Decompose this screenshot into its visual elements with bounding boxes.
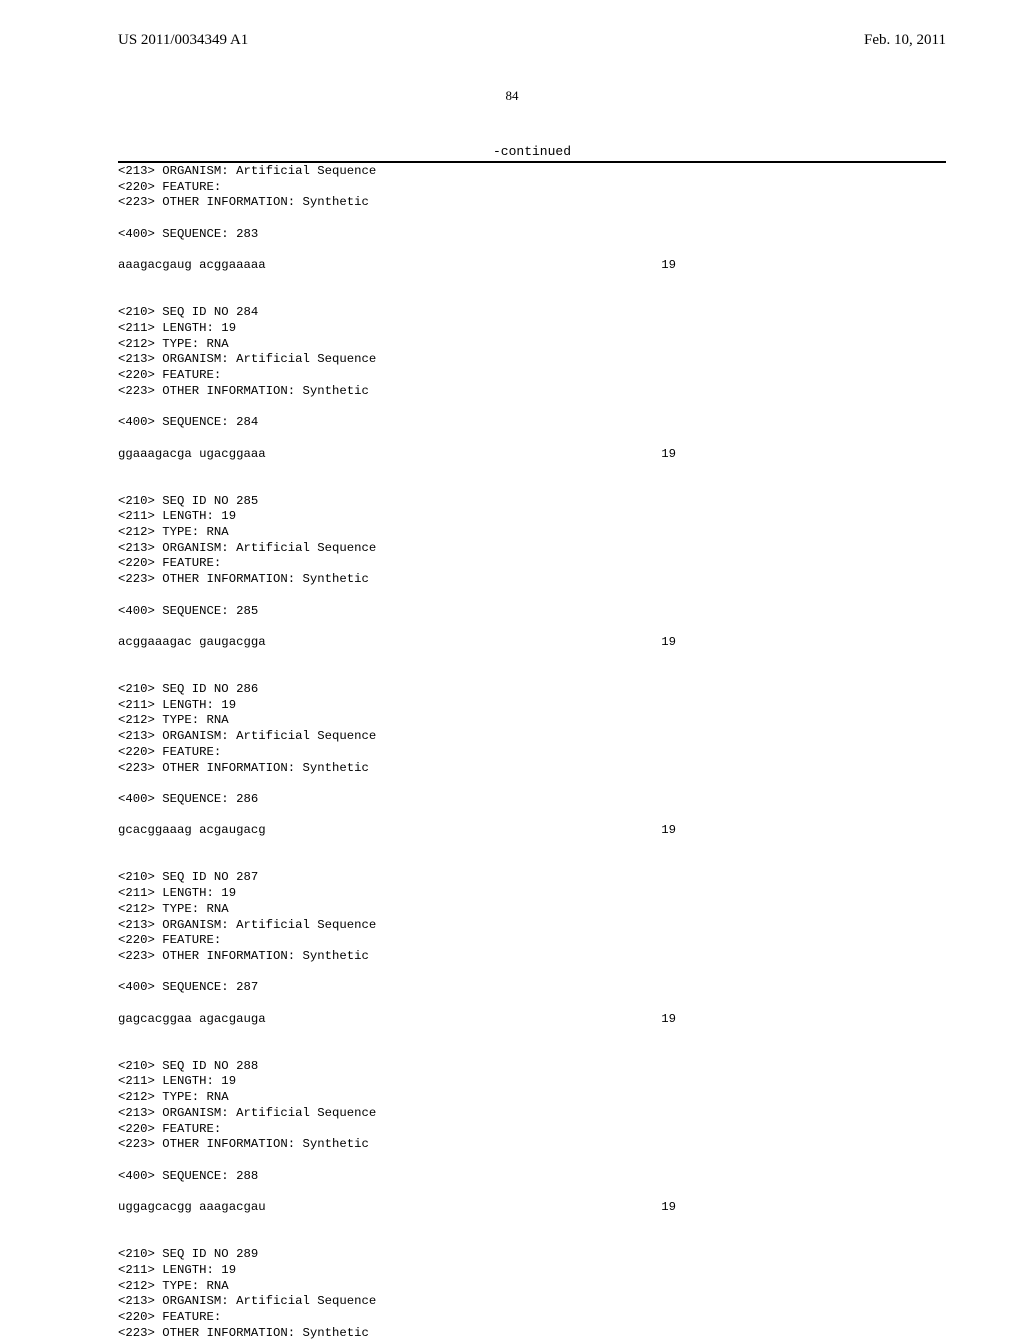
- listing-line: <220> FEATURE:: [118, 368, 946, 384]
- listing-line: <212> TYPE: RNA: [118, 1279, 946, 1295]
- blank-line: [118, 996, 946, 1012]
- blank-line: [118, 651, 946, 667]
- horizontal-rule: [118, 161, 946, 163]
- sequence-line: aaagacgaug acggaaaaa 19: [118, 258, 946, 274]
- sequence-length: 19: [661, 1012, 676, 1028]
- blank-line: [118, 776, 946, 792]
- listing-line: <213> ORGANISM: Artificial Sequence: [118, 729, 946, 745]
- sequence-length: 19: [661, 258, 676, 274]
- listing-line: <211> LENGTH: 19: [118, 698, 946, 714]
- listing-line: <213> ORGANISM: Artificial Sequence: [118, 1294, 946, 1310]
- listing-line: <213> ORGANISM: Artificial Sequence: [118, 164, 946, 180]
- sequence-text: gcacggaaag acgaugacg: [118, 823, 266, 839]
- page-header: US 2011/0034349 A1 Feb. 10, 2011: [0, 32, 1024, 49]
- listing-line: <223> OTHER INFORMATION: Synthetic: [118, 949, 946, 965]
- sequence-length: 19: [661, 447, 676, 463]
- publication-date: Feb. 10, 2011: [864, 32, 946, 49]
- blank-line: [118, 839, 946, 855]
- sequence-text: acggaaagac gaugacgga: [118, 635, 266, 651]
- continued-header: -continued: [118, 144, 946, 163]
- listing-line: <212> TYPE: RNA: [118, 902, 946, 918]
- blank-line: [118, 462, 946, 478]
- continued-label: -continued: [118, 144, 946, 161]
- listing-line: <400> SEQUENCE: 287: [118, 980, 946, 996]
- blank-line: [118, 243, 946, 259]
- sequence-line: ggaaagacga ugacggaaa 19: [118, 447, 946, 463]
- listing-line: <212> TYPE: RNA: [118, 1090, 946, 1106]
- listing-line: <223> OTHER INFORMATION: Synthetic: [118, 384, 946, 400]
- listing-line: <220> FEATURE:: [118, 180, 946, 196]
- listing-line: <400> SEQUENCE: 288: [118, 1169, 946, 1185]
- listing-line: <211> LENGTH: 19: [118, 321, 946, 337]
- sequence-line: acggaaagac gaugacgga 19: [118, 635, 946, 651]
- listing-line: <210> SEQ ID NO 289: [118, 1247, 946, 1263]
- blank-line: [118, 619, 946, 635]
- listing-line: <400> SEQUENCE: 285: [118, 604, 946, 620]
- listing-line: <400> SEQUENCE: 284: [118, 415, 946, 431]
- blank-line: [118, 274, 946, 290]
- listing-line: <212> TYPE: RNA: [118, 713, 946, 729]
- sequence-line: gcacggaaag acgaugacg 19: [118, 823, 946, 839]
- listing-line: <213> ORGANISM: Artificial Sequence: [118, 1106, 946, 1122]
- listing-line: <211> LENGTH: 19: [118, 509, 946, 525]
- listing-line: <223> OTHER INFORMATION: Synthetic: [118, 1326, 946, 1341]
- listing-line: <223> OTHER INFORMATION: Synthetic: [118, 572, 946, 588]
- blank-line: [118, 588, 946, 604]
- blank-line: [118, 855, 946, 871]
- blank-line: [118, 965, 946, 981]
- listing-line: <212> TYPE: RNA: [118, 525, 946, 541]
- blank-line: [118, 211, 946, 227]
- blank-line: [118, 1184, 946, 1200]
- listing-line: <400> SEQUENCE: 283: [118, 227, 946, 243]
- listing-line: <220> FEATURE:: [118, 933, 946, 949]
- listing-line: <400> SEQUENCE: 286: [118, 792, 946, 808]
- listing-line: <213> ORGANISM: Artificial Sequence: [118, 918, 946, 934]
- listing-line: <220> FEATURE:: [118, 1122, 946, 1138]
- sequence-text: aaagacgaug acggaaaaa: [118, 258, 266, 274]
- listing-line: <211> LENGTH: 19: [118, 1074, 946, 1090]
- listing-line: <213> ORGANISM: Artificial Sequence: [118, 541, 946, 557]
- sequence-length: 19: [661, 635, 676, 651]
- listing-line: <223> OTHER INFORMATION: Synthetic: [118, 761, 946, 777]
- sequence-text: uggagcacgg aaagacgau: [118, 1200, 266, 1216]
- blank-line: [118, 1216, 946, 1232]
- listing-line: <210> SEQ ID NO 285: [118, 494, 946, 510]
- blank-line: [118, 808, 946, 824]
- blank-line: [118, 431, 946, 447]
- sequence-listing: <213> ORGANISM: Artificial Sequence<220>…: [118, 164, 946, 1341]
- blank-line: [118, 666, 946, 682]
- page-number: 84: [0, 88, 1024, 104]
- publication-number: US 2011/0034349 A1: [118, 32, 248, 49]
- listing-line: <220> FEATURE:: [118, 1310, 946, 1326]
- listing-line: <223> OTHER INFORMATION: Synthetic: [118, 1137, 946, 1153]
- blank-line: [118, 1231, 946, 1247]
- sequence-length: 19: [661, 1200, 676, 1216]
- blank-line: [118, 1043, 946, 1059]
- listing-line: <220> FEATURE:: [118, 745, 946, 761]
- sequence-length: 19: [661, 823, 676, 839]
- listing-line: <211> LENGTH: 19: [118, 1263, 946, 1279]
- listing-line: <210> SEQ ID NO 288: [118, 1059, 946, 1075]
- listing-line: <213> ORGANISM: Artificial Sequence: [118, 352, 946, 368]
- blank-line: [118, 1027, 946, 1043]
- listing-line: <212> TYPE: RNA: [118, 337, 946, 353]
- listing-line: <211> LENGTH: 19: [118, 886, 946, 902]
- listing-line: <210> SEQ ID NO 287: [118, 870, 946, 886]
- blank-line: [118, 1153, 946, 1169]
- sequence-line: uggagcacgg aaagacgau 19: [118, 1200, 946, 1216]
- blank-line: [118, 399, 946, 415]
- sequence-text: gagcacggaa agacgauga: [118, 1012, 266, 1028]
- sequence-line: gagcacggaa agacgauga 19: [118, 1012, 946, 1028]
- blank-line: [118, 290, 946, 306]
- sequence-text: ggaaagacga ugacggaaa: [118, 447, 266, 463]
- blank-line: [118, 478, 946, 494]
- listing-line: <223> OTHER INFORMATION: Synthetic: [118, 195, 946, 211]
- listing-line: <210> SEQ ID NO 284: [118, 305, 946, 321]
- listing-line: <220> FEATURE:: [118, 556, 946, 572]
- listing-line: <210> SEQ ID NO 286: [118, 682, 946, 698]
